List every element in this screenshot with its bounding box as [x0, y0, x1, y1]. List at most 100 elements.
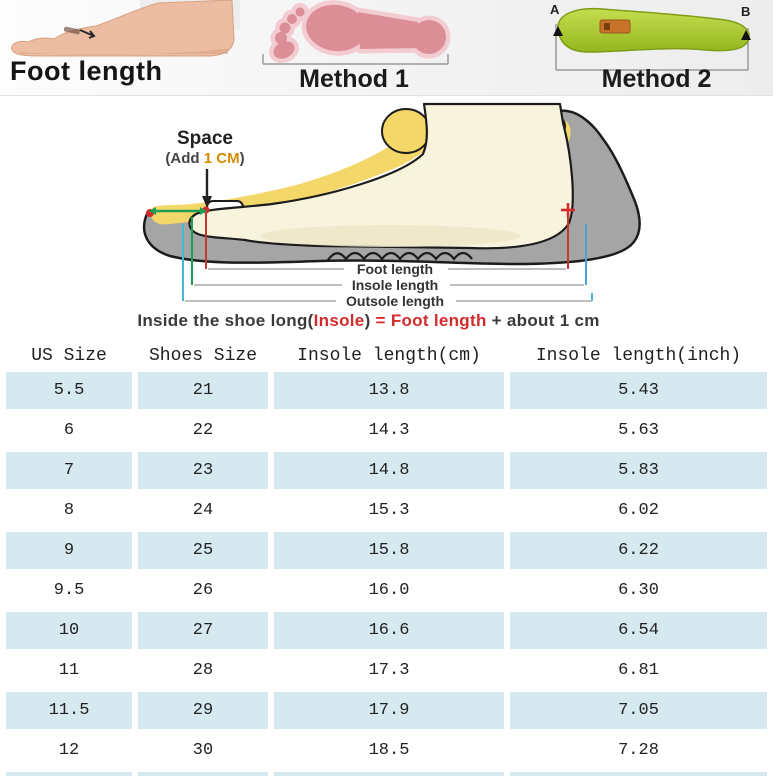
table-cell: 6.02 [510, 492, 767, 529]
table-cell: 7.28 [510, 732, 767, 769]
table-row: 8 24 15.3 6.02 [6, 492, 767, 529]
table-cell: 26 [138, 572, 268, 609]
table-cell: 23 [138, 452, 268, 489]
tattoo-arrow-mark [79, 29, 96, 39]
table-row: 11.5 29 17.9 7.05 [6, 692, 767, 729]
gap-arrow-right [200, 207, 207, 215]
table-cell: 5.83 [510, 452, 767, 489]
foot-side-view [11, 0, 235, 57]
table-row: 5.5 21 13.8 5.43 [6, 372, 767, 409]
table-cell: 15.8 [274, 532, 504, 569]
table-cell: 28 [138, 652, 268, 689]
formula-lead: Inside the shoe long( [137, 311, 314, 330]
table-cell: 25 [138, 532, 268, 569]
column-header: Insole length(inch) [535, 346, 742, 366]
table-cell: 6.22 [510, 532, 767, 569]
formula-insole: Insole [313, 311, 365, 330]
gap-arrow-left [149, 207, 156, 215]
shoe-tongue [381, 108, 431, 154]
measuring-methods-strip: Foot length [0, 0, 773, 96]
table-cell: 13.8 [274, 372, 504, 409]
table-row-partial [0, 772, 773, 776]
arrow-b-icon [741, 30, 751, 40]
foot-length-panel: Foot length [0, 0, 240, 95]
table-cell: 21 [138, 372, 268, 409]
table-cell: 16.6 [274, 612, 504, 649]
column-header: US Size [31, 346, 107, 366]
footprint-illustration [262, 0, 460, 70]
foot-length-label: Foot length [10, 56, 163, 86]
formula-close: ) [364, 311, 376, 330]
tattoo-text-mark [63, 26, 80, 35]
outsole-length-measure-label: Outsole length [346, 293, 444, 309]
size-conversion-table: US Size Shoes Size Insole length(cm) Insole… [0, 340, 773, 772]
partial-cell [138, 772, 268, 776]
foot-photo-illustration [11, 0, 240, 57]
space-title: Space [177, 128, 233, 149]
table-cell: 5.43 [510, 372, 767, 409]
space-arrow-head [202, 196, 212, 208]
table-cell: 9.5 [6, 572, 132, 609]
table-cell: 10 [6, 612, 132, 649]
table-cell: 27 [138, 612, 268, 649]
column-header: Shoes Size [148, 346, 258, 366]
partial-cell [510, 772, 767, 776]
table-cell: 14.8 [274, 452, 504, 489]
method2-label: Method 2 [601, 65, 712, 93]
table-row: 6 22 14.3 5.63 [6, 412, 767, 449]
shoe-cross-section: Space (Add 1 CM) Foot length [142, 102, 641, 309]
formula-foot-length: Foot length [390, 311, 487, 330]
column-header: Insole length(cm) [297, 346, 481, 366]
point-a-label: A [550, 2, 560, 17]
table-cell: 22 [138, 412, 268, 449]
formula-tail: + about 1 cm [486, 311, 600, 330]
table-cell: 7.05 [510, 692, 767, 729]
shoe-diagram-section: Space (Add 1 CM) Foot length [0, 96, 773, 340]
table-cell: 17.9 [274, 692, 504, 729]
table-cell: 6.30 [510, 572, 767, 609]
table-cell: 11.5 [6, 692, 132, 729]
table-row: 10 27 16.6 6.54 [6, 612, 767, 649]
table-header-row: US Size Shoes Size Insole length(cm) Insole… [6, 343, 767, 369]
table-cell: 24 [138, 492, 268, 529]
table-cell: 14.3 [274, 412, 504, 449]
table-cell: 29 [138, 692, 268, 729]
table-cell: 17.3 [274, 652, 504, 689]
table-cell: 30 [138, 732, 268, 769]
table-cell: 5.5 [6, 372, 132, 409]
partial-cell [6, 772, 132, 776]
table-cell: 8 [6, 492, 132, 529]
table-cell: 9 [6, 532, 132, 569]
formula-equals: = [375, 311, 391, 330]
foot-shading [260, 225, 520, 247]
table-cell: 6.54 [510, 612, 767, 649]
space-note: (Add 1 CM) [165, 150, 244, 167]
table-cell: 15.3 [274, 492, 504, 529]
foot-shadow [20, 48, 228, 55]
sole-tread [327, 251, 473, 261]
table-cell: 5.63 [510, 412, 767, 449]
table-cell: 12 [6, 732, 132, 769]
table-row: 9 25 15.8 6.22 [6, 532, 767, 569]
table-row: 7 23 14.8 5.83 [6, 452, 767, 489]
insole-shape [557, 7, 750, 53]
arrow-a-icon [553, 26, 563, 36]
table-cell: 7 [6, 452, 132, 489]
table-row: 11 28 17.3 6.81 [6, 652, 767, 689]
sizing-formula: Inside the shoe long(Insole) = Foot leng… [0, 311, 755, 331]
method1-panel: Method 1 [248, 0, 460, 95]
table-row: 12 30 18.5 7.28 [6, 732, 767, 769]
point-b-label: B [741, 4, 750, 19]
method1-label: Method 1 [299, 65, 409, 93]
insole-length-measure-label: Insole length [352, 277, 438, 293]
table-cell: 16.0 [274, 572, 504, 609]
insole-brand-mark [604, 23, 610, 30]
table-row: 9.5 26 16.0 6.30 [6, 572, 767, 609]
table-cell: 6 [6, 412, 132, 449]
partial-cell [274, 772, 504, 776]
table-cell: 11 [6, 652, 132, 689]
method2-panel: A B Method 2 [540, 0, 773, 95]
table-cell: 18.5 [274, 732, 504, 769]
insole-illustration: A B [550, 2, 751, 71]
